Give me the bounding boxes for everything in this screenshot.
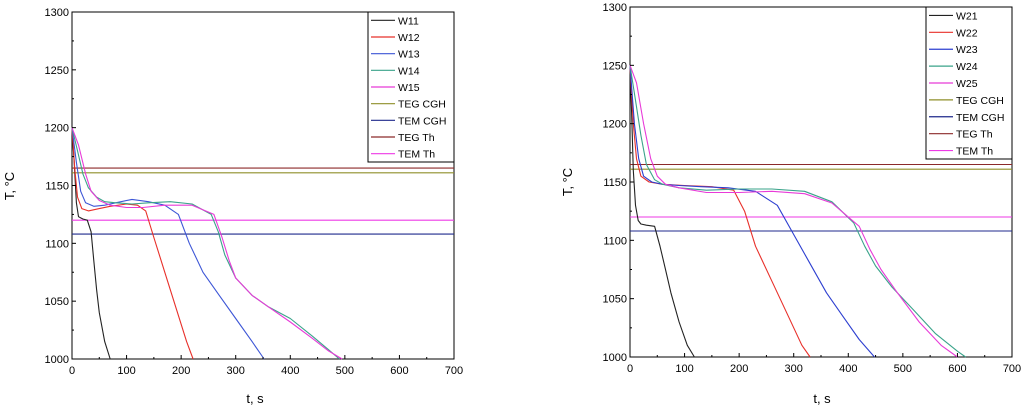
right-chart: 0 100 200 300 400 500 600 700 1000 1050 1100 1150 12… bbox=[560, 2, 1021, 406]
legend-label: W22 bbox=[956, 27, 978, 39]
x-tick-label: 300 bbox=[785, 363, 803, 375]
y-tick-label: 1200 bbox=[45, 123, 69, 135]
x-tick-label: 200 bbox=[730, 363, 748, 375]
x-tick-label: 100 bbox=[117, 365, 135, 377]
series-line-w22 bbox=[629, 65, 811, 358]
y-tick-label: 1100 bbox=[603, 235, 627, 247]
series-line-w25 bbox=[629, 65, 958, 358]
y-tick-label: 1200 bbox=[603, 119, 627, 131]
tick-layer: 0 100 200 300 400 500 600 700 1000 1050 1100 1150 12… bbox=[603, 2, 1022, 375]
x-tick-label: 0 bbox=[627, 363, 633, 375]
x-tick-label: 600 bbox=[390, 365, 408, 377]
legend-label: W11 bbox=[398, 15, 419, 27]
legend-label: TEM CGH bbox=[398, 115, 446, 127]
legend-label: TEG CGH bbox=[956, 95, 1004, 107]
x-tick-label: 400 bbox=[281, 365, 299, 377]
x-tick-label: 600 bbox=[948, 363, 966, 375]
series-layer bbox=[629, 65, 1012, 358]
legend-label: TEG Th bbox=[398, 132, 435, 144]
series-line-w24 bbox=[629, 65, 966, 358]
y-tick-label: 1300 bbox=[45, 7, 69, 19]
legend-label: W15 bbox=[398, 82, 420, 94]
series-line-w21 bbox=[629, 65, 695, 358]
series-layer bbox=[71, 127, 454, 360]
legend-label: TEG Th bbox=[956, 129, 993, 141]
y-tick-label: 1250 bbox=[603, 60, 627, 72]
tick-layer: 0 100 200 300 400 500 600 700 1000 1050 1100 1150 12… bbox=[45, 7, 464, 377]
x-tick-label: 200 bbox=[172, 365, 190, 377]
y-tick-label: 1050 bbox=[45, 296, 69, 308]
legend-label: W14 bbox=[398, 65, 420, 77]
legend-label: W12 bbox=[398, 32, 420, 44]
left-chart: 0 100 200 300 400 500 600 700 1000 1050 1100 1150 12… bbox=[2, 7, 463, 406]
y-tick-label: 1000 bbox=[45, 354, 69, 366]
series-line-w12 bbox=[71, 127, 194, 360]
x-tick-label: 500 bbox=[894, 363, 912, 375]
series-line-w23 bbox=[629, 65, 875, 358]
x-axis-title: t, s bbox=[813, 391, 831, 406]
y-axis-title: T, °C bbox=[560, 168, 575, 196]
x-tick-label: 100 bbox=[675, 363, 693, 375]
series-line-w15 bbox=[71, 127, 343, 360]
y-tick-label: 1150 bbox=[603, 177, 627, 189]
x-tick-label: 700 bbox=[1003, 363, 1021, 375]
legend-label: TEM CGH bbox=[956, 112, 1004, 124]
x-tick-label: 400 bbox=[839, 363, 857, 375]
x-tick-label: 300 bbox=[227, 365, 245, 377]
y-axis-title: T, °C bbox=[2, 172, 17, 200]
y-tick-label: 1000 bbox=[603, 352, 627, 364]
y-tick-label: 1250 bbox=[45, 65, 69, 77]
series-line-w14 bbox=[71, 127, 340, 360]
x-tick-label: 0 bbox=[69, 365, 75, 377]
legend-label: W25 bbox=[956, 78, 978, 90]
legend-label: W21 bbox=[956, 10, 978, 22]
y-tick-label: 1100 bbox=[45, 238, 69, 250]
series-line-w13 bbox=[71, 127, 265, 360]
legend-label: TEG CGH bbox=[398, 99, 446, 111]
legend: W11 W12 W13 W14 W15 TEG CGH TEM CGH TEG Th TEM T… bbox=[367, 11, 455, 163]
y-tick-label: 1150 bbox=[45, 181, 69, 193]
x-tick-label: 500 bbox=[336, 365, 354, 377]
legend: W21 W22 W23 W24 W25 TEG CGH TEM CGH TEG Th TEM T… bbox=[925, 6, 1013, 160]
legend-label: TEM Th bbox=[956, 146, 993, 158]
legend-label: W24 bbox=[956, 61, 978, 73]
x-axis-title: t, s bbox=[246, 391, 264, 406]
x-tick-label: 700 bbox=[445, 365, 463, 377]
series-line-w11 bbox=[71, 127, 111, 360]
legend-label: W13 bbox=[398, 49, 420, 61]
legend-label: W23 bbox=[956, 44, 978, 56]
y-tick-label: 1300 bbox=[603, 2, 627, 14]
legend-label: TEM Th bbox=[398, 149, 435, 161]
y-tick-label: 1050 bbox=[603, 294, 627, 306]
